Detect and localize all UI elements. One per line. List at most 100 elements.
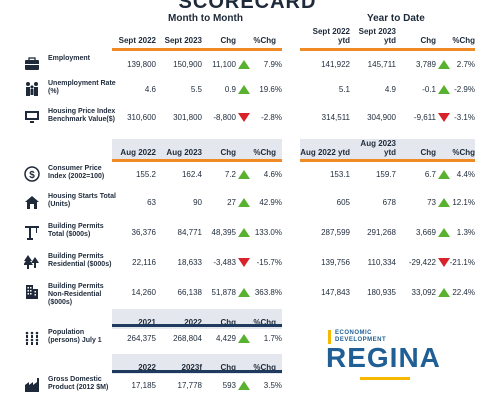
cell-value: 4.4% [456, 170, 475, 179]
cell-value: 4.9 [384, 85, 396, 94]
cell-value: 66,138 [177, 288, 202, 297]
crowd-icon [24, 330, 40, 346]
cell-value: -29,422 [408, 258, 436, 267]
col-header: Aug 2023 [166, 148, 202, 157]
trees-icon [24, 254, 40, 270]
row-label: Employment [48, 55, 91, 62]
cell-value: 33,092 [411, 288, 436, 297]
table-row: Employment 139,800 150,900 11,100 7.9% 141,92… [0, 55, 495, 75]
cell-value: 145,711 [367, 60, 396, 69]
cell-value: 17,185 [131, 381, 156, 390]
cell-value: 2.7% [456, 60, 475, 69]
cell-value: 363.8% [254, 288, 282, 297]
table-row: Consumer Price Index (2002=100) 155.2 162.… [0, 165, 495, 185]
cell-value: 304,900 [367, 113, 396, 122]
cell-value: 110,334 [367, 258, 396, 267]
down-arrow-icon [438, 258, 450, 267]
cell-value: 3.5% [263, 381, 282, 390]
cell-value: 133.0% [254, 228, 282, 237]
ytd-header-1: Sept 2022 ytd Sept 2023 ytd Chg %Chg [300, 26, 475, 48]
down-arrow-icon [238, 113, 250, 122]
col-header: Aug 2023 ytd [360, 139, 396, 157]
cell-value: 141,922 [321, 60, 350, 69]
cell-value: 6.7 [424, 170, 436, 179]
factory-icon [24, 377, 40, 393]
cell-value: 314,511 [321, 113, 350, 122]
logo-accent [328, 330, 331, 344]
cell-value: 48,395 [211, 228, 236, 237]
cell-value: 73 [427, 198, 436, 207]
table-row: Unemployment Rate (%) 4.6 5.5 0.9 19.6% 5.1 4.… [0, 80, 495, 100]
up-arrow-icon [438, 288, 450, 297]
ytd-header-2: Aug 2022 ytd Aug 2023 ytd Chg %Chg [300, 139, 475, 159]
col-header: Sept 2022 [118, 36, 156, 45]
col-header: %Chg [253, 318, 276, 327]
header-underline [112, 48, 282, 51]
cell-value: 3,669 [415, 228, 436, 237]
col-header: Chg [220, 318, 236, 327]
table-row: Housing Price Index Benchmark Value($) 31… [0, 108, 495, 128]
cell-value: -8,800 [213, 113, 236, 122]
cell-value: 159.7 [375, 170, 396, 179]
row-label: Building Permits Non-Residential ($000s) [48, 283, 104, 306]
row-label: Population (persons) July 1 [48, 329, 102, 344]
col-header: 2022 [184, 318, 202, 327]
monitor-icon [24, 109, 40, 125]
col-header: %Chg [253, 363, 276, 372]
cell-value: 7.9% [263, 60, 282, 69]
logo-underline [360, 377, 410, 380]
logo-line1: ECONOMIC [335, 330, 372, 336]
header-underline [112, 370, 282, 373]
col-header: %Chg [452, 148, 475, 157]
up-arrow-icon [438, 198, 450, 207]
col-header: 2022 [138, 363, 156, 372]
row-label: Housing Starts Total (Units) [48, 193, 116, 208]
cell-value: 162.4 [181, 170, 202, 179]
cell-value: 0.9 [224, 85, 236, 94]
building-icon [24, 284, 40, 300]
logo-line2: DEVELOPMENT [335, 337, 387, 343]
cell-value: 155.2 [135, 170, 156, 179]
cell-value: 19.6% [259, 85, 282, 94]
cell-value: 17,778 [177, 381, 202, 390]
cell-value: 84,771 [177, 228, 202, 237]
col-header: %Chg [452, 36, 475, 45]
col-header: Chg [420, 148, 436, 157]
table-row: Population (persons) July 1 264,375 268,80… [0, 329, 495, 349]
cell-value: 291,268 [367, 228, 396, 237]
cell-value: 42.9% [259, 198, 282, 207]
cell-value: 3,789 [415, 60, 436, 69]
month-header-2: Aug 2022 Aug 2023 Chg %Chg [112, 139, 282, 159]
row-label: Gross Domestic Product (2012 $M) [48, 376, 109, 391]
cell-value: 139,800 [127, 60, 156, 69]
up-arrow-icon [438, 60, 450, 69]
logo-name: REGINA [326, 342, 441, 373]
dollar-icon [24, 166, 40, 182]
header-underline [300, 159, 475, 162]
col-header: Sept 2023 ytd [358, 27, 396, 45]
col-header: 2023f [181, 363, 202, 372]
col-header: Chg [220, 36, 236, 45]
cell-value: 264,375 [127, 334, 156, 343]
cell-value: 22.4% [452, 288, 475, 297]
up-arrow-icon [238, 334, 250, 343]
up-arrow-icon [238, 381, 250, 390]
cell-value: 14,260 [131, 288, 156, 297]
cell-value: 18,633 [177, 258, 202, 267]
header-underline [112, 159, 282, 162]
cell-value: 4.6 [144, 85, 156, 94]
cell-value: 36,376 [131, 228, 156, 237]
col-header: 2021 [138, 318, 156, 327]
up-arrow-icon [238, 85, 250, 94]
up-arrow-icon [438, 85, 450, 94]
cell-value: 4,429 [215, 334, 236, 343]
down-arrow-icon [438, 113, 450, 122]
table-row: Building Permits Total ($000s) 36,376 84,7… [0, 223, 495, 243]
ytd-section-heading: Year to Date [367, 13, 425, 24]
cell-value: 150,900 [173, 60, 202, 69]
up-arrow-icon [438, 228, 450, 237]
cell-value: 139,756 [321, 258, 350, 267]
cell-value: -9,611 [413, 113, 436, 122]
table-row: Building Permits Residential ($000s) 22,1… [0, 253, 495, 273]
cell-value: 90 [193, 198, 202, 207]
